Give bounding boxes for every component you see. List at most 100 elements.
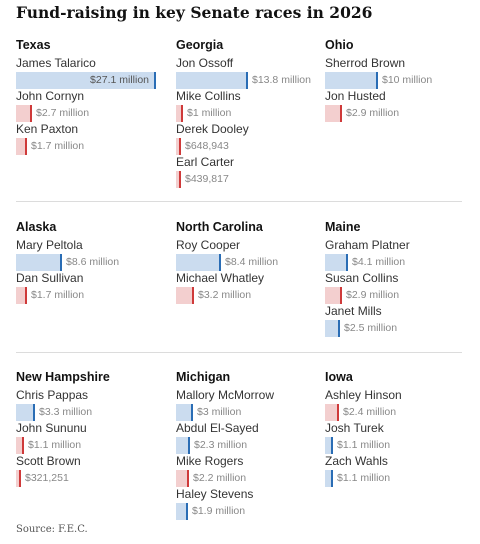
funding-bar-end — [340, 105, 342, 122]
candidate-name: Scott Brown — [16, 454, 81, 468]
candidate-name: Jon Ossoff — [176, 56, 234, 70]
funding-bar — [176, 470, 187, 487]
funding-value-label: $321,251 — [25, 472, 69, 484]
funding-bar — [16, 254, 60, 271]
funding-bar — [176, 72, 246, 89]
funding-value-label: $2.9 million — [346, 107, 400, 119]
funding-value-label: $2.2 million — [193, 472, 247, 484]
funding-bar — [176, 503, 186, 520]
funding-bar — [16, 404, 33, 421]
funding-bar — [176, 171, 179, 188]
funding-value-label: $2.5 million — [344, 322, 398, 334]
funding-bar-end — [246, 72, 248, 89]
candidate-name: John Sununu — [16, 421, 87, 435]
funding-value-label: $648,943 — [185, 140, 229, 152]
funding-bar-end — [22, 437, 24, 454]
funding-bar — [176, 254, 219, 271]
funding-bar-end — [179, 171, 181, 188]
funding-bar-end — [25, 138, 27, 155]
candidate-name: Haley Stevens — [176, 487, 254, 501]
state-label-new-hampshire: New Hampshire — [16, 370, 110, 384]
state-label-alaska: Alaska — [16, 220, 57, 234]
funding-bar — [176, 105, 181, 122]
candidate-name: Josh Turek — [325, 421, 384, 435]
funding-bar-end — [154, 72, 156, 89]
funding-value-label: $2.7 million — [36, 107, 90, 119]
funding-bar — [325, 404, 337, 421]
candidate-name: Ashley Hinson — [325, 388, 402, 402]
funding-bar — [16, 105, 30, 122]
candidate-name: Janet Mills — [325, 304, 382, 318]
funding-value-label: $2.4 million — [343, 406, 397, 418]
candidate-name: Zach Wahls — [325, 454, 388, 468]
funding-bar — [325, 105, 340, 122]
candidate-name: James Talarico — [16, 56, 96, 70]
funding-value-label: $439,817 — [185, 173, 229, 185]
state-label-north-carolina: North Carolina — [176, 220, 263, 234]
funding-bar-end — [25, 287, 27, 304]
funding-bar — [325, 254, 346, 271]
row-divider — [16, 352, 462, 353]
funding-value-label: $1 million — [187, 107, 232, 119]
candidate-name: Mike Rogers — [176, 454, 244, 468]
row-divider — [16, 201, 462, 202]
funding-bar-end — [331, 470, 333, 487]
funding-value-label: $3.2 million — [198, 289, 252, 301]
candidate-name: Michael Whatley — [176, 271, 265, 285]
funding-bar-end — [192, 287, 194, 304]
funding-bar-end — [331, 437, 333, 454]
funding-value-label: $1.7 million — [31, 289, 85, 301]
funding-bar — [325, 470, 331, 487]
funding-bar-end — [376, 72, 378, 89]
funding-bar — [176, 404, 191, 421]
candidate-name: Mike Collins — [176, 89, 241, 103]
funding-bar — [325, 72, 376, 89]
funding-bar — [16, 138, 25, 155]
source-note: Source: F.E.C. — [16, 524, 88, 535]
funding-value-label: $4.1 million — [352, 256, 406, 268]
funding-bar-end — [33, 404, 35, 421]
funding-bar-end — [179, 138, 181, 155]
state-label-iowa: Iowa — [325, 370, 353, 384]
funding-value-label: $27.1 million — [90, 74, 149, 86]
funding-value-label: $8.4 million — [225, 256, 279, 268]
candidate-name: Jon Husted — [325, 89, 386, 103]
funding-bar-end — [337, 404, 339, 421]
funding-value-label: $8.6 million — [66, 256, 120, 268]
candidate-name: Chris Pappas — [16, 388, 89, 402]
funding-value-label: $1.1 million — [28, 439, 82, 451]
funding-bar-end — [191, 404, 193, 421]
funding-value-label: $2.9 million — [346, 289, 400, 301]
funding-bar-end — [186, 503, 188, 520]
funding-value-label: $2.3 million — [194, 439, 248, 451]
funding-value-label: $13.8 million — [252, 74, 311, 86]
candidate-name: Mary Peltola — [16, 238, 83, 252]
funding-bar-end — [187, 470, 189, 487]
candidate-name: Dan Sullivan — [16, 271, 84, 285]
candidate-name: Susan Collins — [325, 271, 399, 285]
funding-bar-end — [60, 254, 62, 271]
funding-bar-end — [30, 105, 32, 122]
chart-title: Fund-raising in key Senate races in 2026 — [16, 3, 373, 22]
funding-value-label: $1.9 million — [192, 505, 246, 517]
funding-bar-end — [181, 105, 183, 122]
funding-value-label: $1.1 million — [337, 439, 391, 451]
funding-bar — [16, 287, 25, 304]
funding-bar — [16, 437, 22, 454]
funding-bar-end — [219, 254, 221, 271]
funding-value-label: $1.1 million — [337, 472, 391, 484]
state-label-ohio: Ohio — [325, 38, 354, 52]
funding-bar-end — [340, 287, 342, 304]
funding-bar — [325, 437, 331, 454]
candidate-name: Derek Dooley — [176, 122, 249, 136]
funding-value-label: $3.3 million — [39, 406, 93, 418]
candidate-name: John Cornyn — [16, 89, 85, 103]
candidate-name: Graham Platner — [325, 238, 410, 252]
funding-bar — [176, 287, 192, 304]
funding-value-label: $1.7 million — [31, 140, 85, 152]
funding-bar — [325, 287, 340, 304]
candidate-name: Roy Cooper — [176, 238, 241, 252]
funding-bar — [325, 320, 338, 337]
funding-bar — [176, 437, 188, 454]
state-label-texas: Texas — [16, 38, 51, 52]
